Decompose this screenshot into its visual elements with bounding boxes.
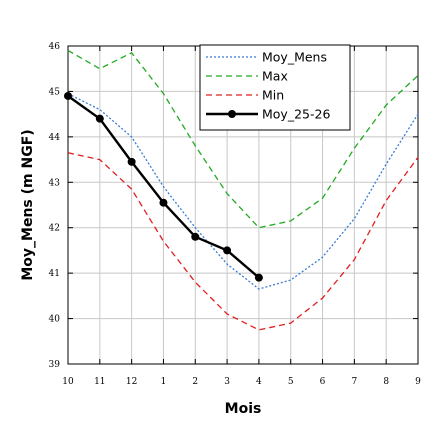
- y-tick-label: 40: [49, 315, 61, 325]
- y-tick-label: 46: [49, 42, 61, 52]
- series-line-min: [67, 152, 419, 331]
- x-tick-label: 5: [288, 377, 294, 387]
- legend: Moy_Mens Max Min Moy_25-26: [199, 44, 351, 131]
- data-point-marker: [254, 273, 263, 282]
- x-tick-label: 8: [383, 377, 389, 387]
- legend-label: Max: [262, 69, 288, 84]
- legend-label: Moy_Mens: [262, 50, 327, 65]
- data-point-marker: [223, 246, 232, 255]
- x-tick-label: 11: [94, 377, 105, 387]
- x-tick-label: 2: [192, 377, 198, 387]
- data-point-marker: [159, 198, 168, 207]
- x-tick-label: 1: [161, 377, 167, 387]
- y-tick-label: 42: [49, 224, 60, 234]
- data-point-marker: [64, 91, 72, 100]
- y-tick-label: 41: [49, 269, 60, 279]
- legend-label: Moy_25-26: [262, 107, 330, 122]
- x-tick-label: 4: [256, 377, 262, 387]
- x-tick-label: 9: [415, 377, 421, 387]
- x-tick-label: 12: [126, 377, 137, 387]
- y-tick-label: 43: [49, 178, 61, 188]
- series-line-max: [67, 49, 419, 229]
- x-axis-title: Mois: [225, 401, 262, 417]
- series-line-moy-mens: [67, 93, 419, 290]
- legend-box: [199, 44, 351, 131]
- data-point-marker: [191, 232, 200, 241]
- x-tick-label: 6: [320, 377, 326, 387]
- series-group: [64, 49, 419, 331]
- legend-label: Min: [262, 88, 284, 103]
- legend-marker: [228, 110, 236, 118]
- data-point-marker: [127, 157, 136, 166]
- y-tick-label: 44: [49, 133, 61, 143]
- x-tick-label: 3: [224, 377, 230, 387]
- x-tick-label: 7: [351, 377, 357, 387]
- x-tick-label: 10: [62, 377, 74, 387]
- data-point-marker: [95, 114, 104, 123]
- y-tick-label: 39: [49, 360, 61, 370]
- y-axis-title: Moy_Mens (m NGF): [20, 129, 36, 280]
- y-tick-label: 45: [49, 87, 61, 97]
